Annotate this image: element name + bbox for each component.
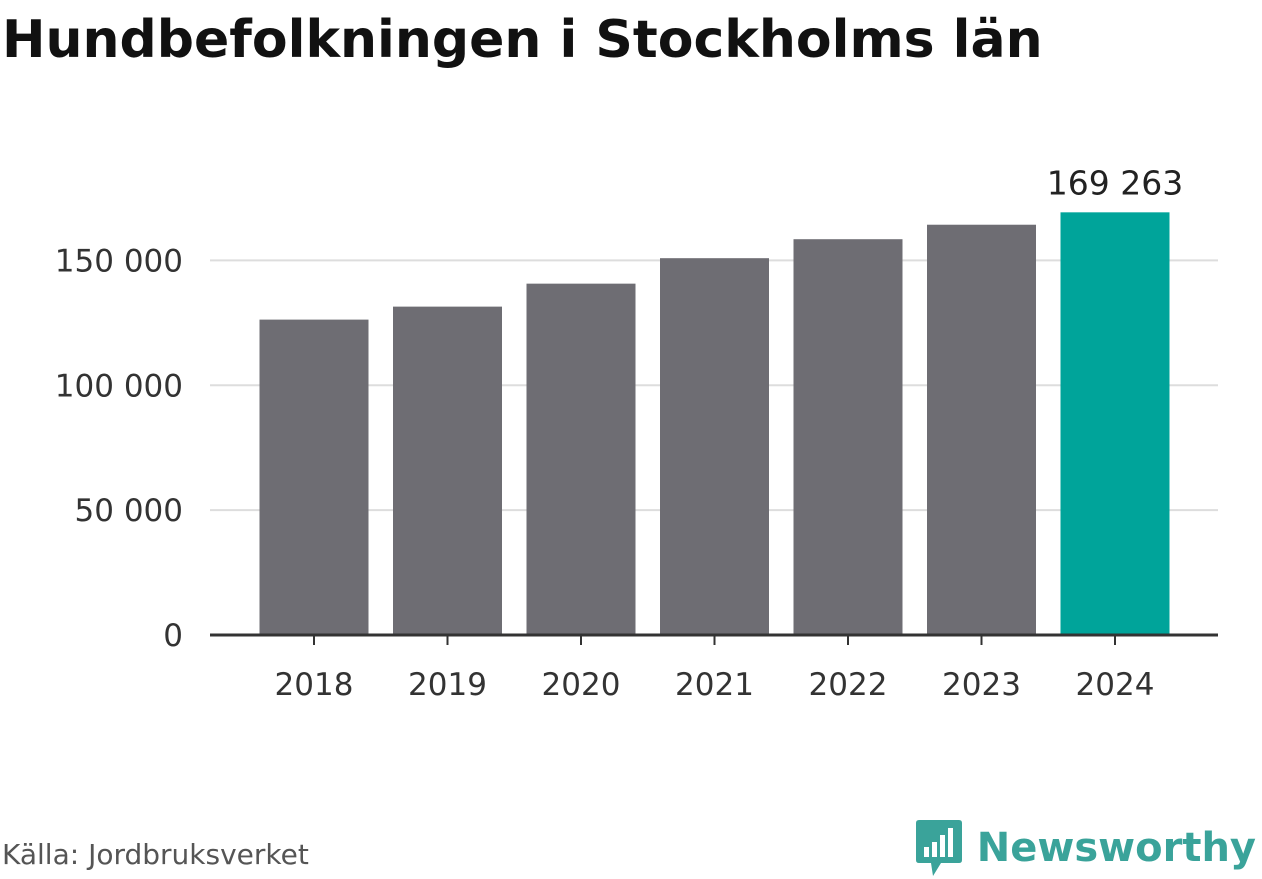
y-tick-label: 0 xyxy=(163,618,183,654)
bar-2019 xyxy=(393,306,502,635)
x-tick-label: 2024 xyxy=(1076,667,1155,703)
chart-title: Hundbefolkningen i Stockholms län xyxy=(2,10,1043,70)
data-label: 169 263 xyxy=(1047,163,1183,202)
bar-2020 xyxy=(526,283,636,635)
y-tick-label: 50 000 xyxy=(75,493,183,529)
x-tick-label: 2023 xyxy=(942,667,1021,703)
x-axis-ticks: 2018 2019 2020 2021 2022 2023 2024 xyxy=(275,635,1155,703)
bars xyxy=(259,212,1170,635)
x-tick-label: 2018 xyxy=(275,667,354,703)
y-axis-tick-labels: 0 50 000 100 000 150 000 xyxy=(55,243,183,654)
x-tick-label: 2022 xyxy=(809,667,888,703)
y-tick-label: 150 000 xyxy=(55,243,183,279)
bar-2023 xyxy=(927,224,1036,635)
x-tick-label: 2021 xyxy=(675,667,754,703)
bar-2018 xyxy=(259,319,369,635)
bar-2022 xyxy=(793,239,903,635)
brand-logo: Newsworthy xyxy=(915,818,1256,878)
bar-chart-speech-icon xyxy=(915,820,962,876)
y-tick-label: 100 000 xyxy=(55,368,183,404)
x-tick-label: 2020 xyxy=(542,667,621,703)
data-labels: 169 263 xyxy=(1047,163,1183,202)
bar-2024 xyxy=(1060,212,1170,635)
brand-name: Newsworthy xyxy=(976,825,1256,871)
source-note: Källa: Jordbruksverket xyxy=(2,838,309,871)
x-tick-label: 2019 xyxy=(408,667,487,703)
bar-2021 xyxy=(660,258,769,635)
